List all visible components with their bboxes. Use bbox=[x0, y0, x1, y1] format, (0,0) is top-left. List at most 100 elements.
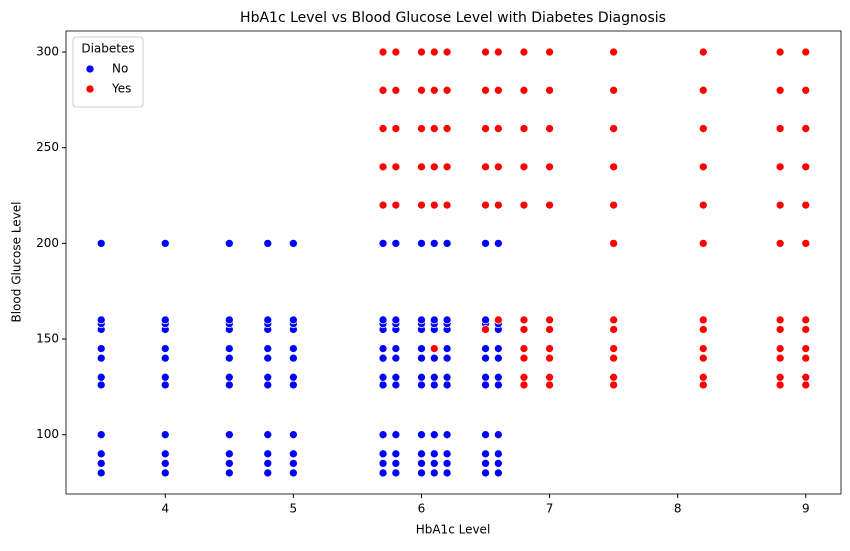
point bbox=[801, 325, 811, 334]
point bbox=[96, 344, 106, 353]
point bbox=[519, 200, 529, 210]
point bbox=[429, 47, 439, 57]
point bbox=[263, 315, 273, 325]
point bbox=[493, 200, 503, 210]
point bbox=[391, 315, 401, 325]
point bbox=[378, 430, 388, 440]
point bbox=[481, 47, 490, 57]
point bbox=[545, 200, 554, 210]
point bbox=[493, 430, 503, 440]
point bbox=[698, 353, 708, 363]
point bbox=[378, 449, 388, 459]
point bbox=[442, 124, 452, 133]
point bbox=[493, 85, 503, 95]
point bbox=[775, 200, 785, 210]
point bbox=[801, 239, 811, 248]
point bbox=[160, 468, 170, 478]
point bbox=[519, 344, 529, 353]
point bbox=[493, 380, 503, 390]
point bbox=[481, 325, 490, 334]
point bbox=[289, 315, 298, 325]
point bbox=[519, 124, 529, 133]
point bbox=[775, 380, 785, 390]
point bbox=[545, 124, 554, 133]
y-tick-label: 300 bbox=[36, 45, 59, 59]
point bbox=[429, 239, 439, 248]
point bbox=[519, 315, 529, 325]
point bbox=[417, 430, 426, 440]
point bbox=[263, 468, 273, 478]
legend-label: No bbox=[112, 62, 128, 76]
point bbox=[481, 239, 490, 248]
point bbox=[417, 459, 426, 468]
point bbox=[442, 47, 452, 57]
point bbox=[519, 380, 529, 390]
point bbox=[429, 85, 439, 95]
point bbox=[289, 468, 298, 478]
point bbox=[391, 124, 401, 133]
point bbox=[417, 380, 426, 390]
point bbox=[775, 372, 785, 382]
point bbox=[160, 344, 170, 353]
x-tick-label: 5 bbox=[290, 502, 298, 516]
x-tick-label: 8 bbox=[674, 502, 682, 516]
plot-area bbox=[65, 30, 842, 495]
point bbox=[263, 459, 273, 468]
point bbox=[493, 449, 503, 459]
y-tick-label: 100 bbox=[36, 427, 59, 441]
point bbox=[391, 380, 401, 390]
point bbox=[417, 162, 426, 172]
point bbox=[391, 162, 401, 172]
point bbox=[481, 468, 490, 478]
point bbox=[263, 344, 273, 353]
x-tick-label: 7 bbox=[546, 502, 554, 516]
y-axis-label: Blood Glucose Level bbox=[10, 202, 24, 323]
point bbox=[289, 372, 298, 382]
point bbox=[417, 124, 426, 133]
point bbox=[519, 325, 529, 334]
point bbox=[263, 380, 273, 390]
point bbox=[429, 200, 439, 210]
point bbox=[698, 315, 708, 325]
point bbox=[378, 315, 388, 325]
point bbox=[429, 124, 439, 133]
point bbox=[160, 315, 170, 325]
point bbox=[545, 372, 554, 382]
point bbox=[96, 315, 106, 325]
point bbox=[442, 449, 452, 459]
point bbox=[417, 468, 426, 478]
point bbox=[417, 344, 426, 353]
point bbox=[775, 47, 785, 57]
point bbox=[481, 85, 490, 95]
point bbox=[698, 200, 708, 210]
point bbox=[289, 459, 298, 468]
point bbox=[775, 315, 785, 325]
point bbox=[96, 459, 106, 468]
point bbox=[481, 430, 490, 440]
point bbox=[801, 315, 811, 325]
point bbox=[493, 239, 503, 248]
point bbox=[545, 47, 554, 57]
point bbox=[96, 468, 106, 478]
point bbox=[429, 344, 439, 353]
point bbox=[289, 449, 298, 459]
point bbox=[481, 344, 490, 353]
chart-title: HbA1c Level vs Blood Glucose Level with … bbox=[240, 10, 666, 26]
x-tick-label: 4 bbox=[161, 502, 169, 516]
point bbox=[391, 449, 401, 459]
point bbox=[481, 459, 490, 468]
point bbox=[481, 372, 490, 382]
point bbox=[391, 468, 401, 478]
point bbox=[609, 124, 618, 133]
point bbox=[160, 380, 170, 390]
point bbox=[698, 380, 708, 390]
point bbox=[698, 344, 708, 353]
point bbox=[417, 47, 426, 57]
point bbox=[442, 459, 452, 468]
point bbox=[378, 459, 388, 468]
point bbox=[442, 200, 452, 210]
point bbox=[96, 372, 106, 382]
point bbox=[224, 239, 234, 248]
point bbox=[442, 380, 452, 390]
point bbox=[442, 430, 452, 440]
